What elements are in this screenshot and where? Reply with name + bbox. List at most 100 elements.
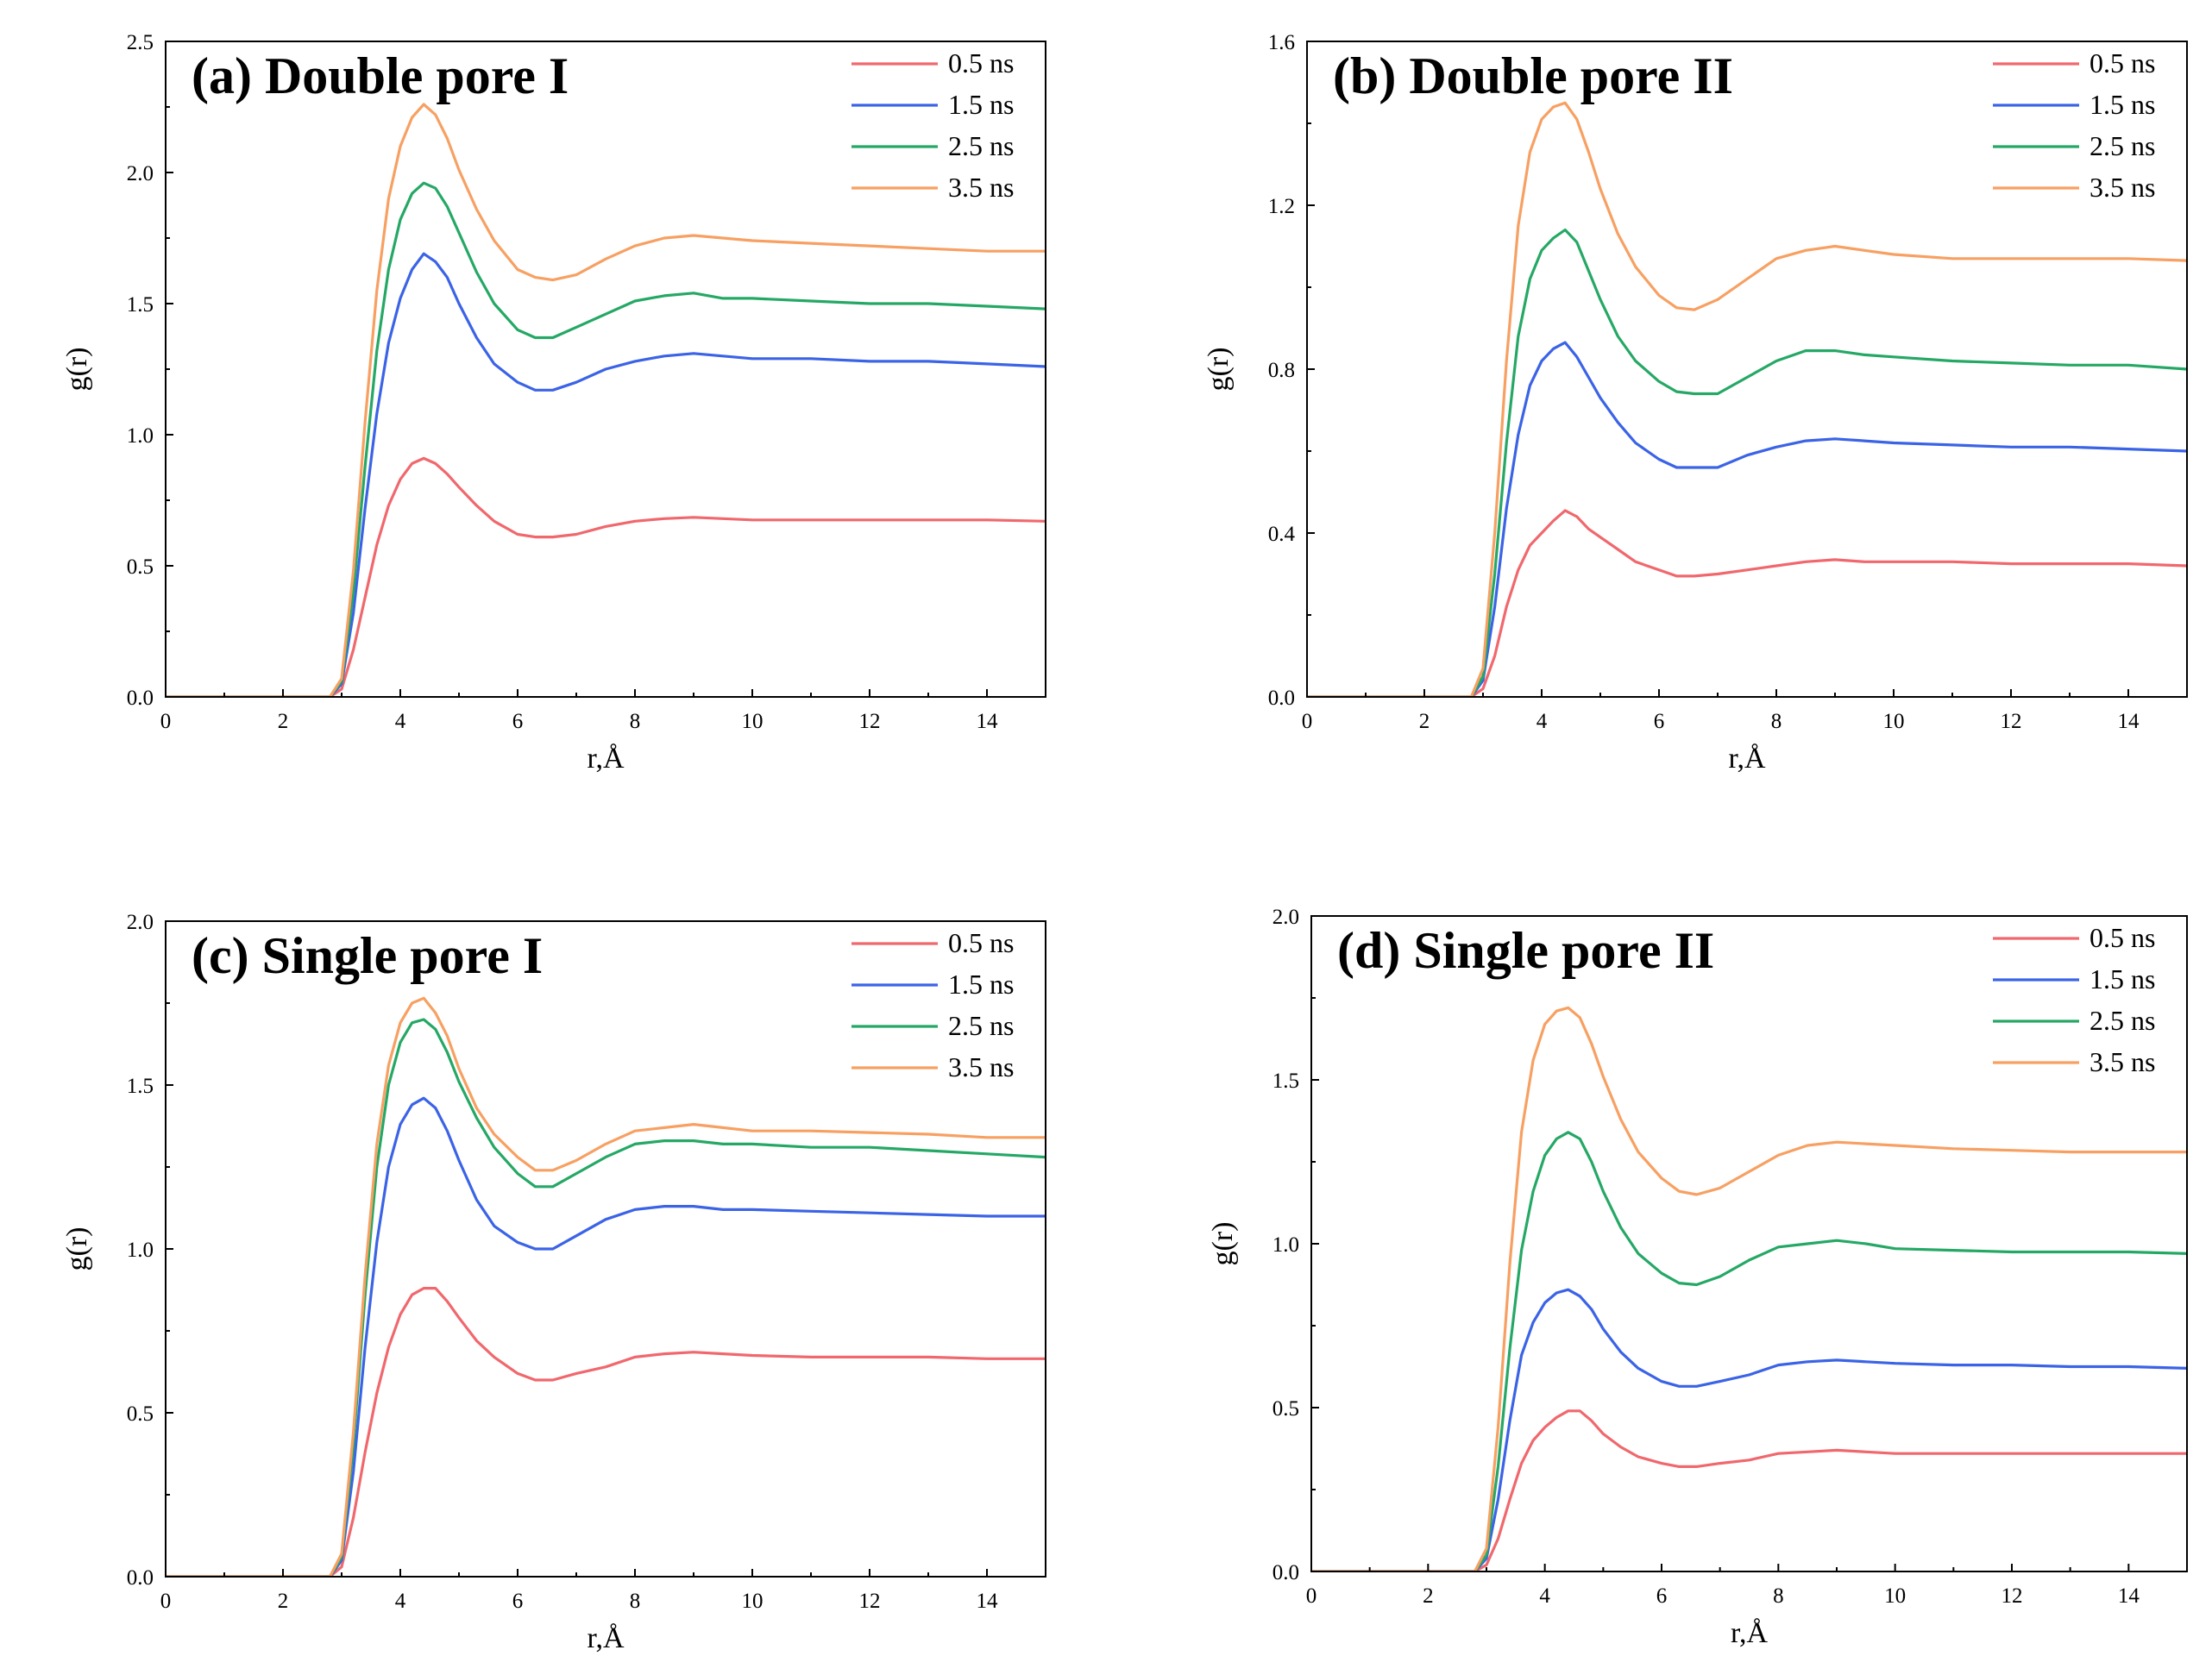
legend-label: 3.5 ns <box>2089 1046 2155 1077</box>
series-line-3-5-ns <box>1311 1006 2187 1571</box>
series-line-1-5-ns <box>166 1096 1046 1577</box>
x-tick-label: 12 <box>859 1590 881 1613</box>
y-tick-label: 2.0 <box>127 911 154 934</box>
chart-panel-b: 0 2 4 6 8 10 12 14 0.0 0.4 0.8 1.2 1.6 r,Å g(r) (b) Dou… <box>1203 31 2188 775</box>
chart-panel-a: 0 2 4 6 8 10 12 14 0.0 0.5 1.0 1.5 2.0 2.5 r,Å g(r) (a) … <box>61 31 1046 775</box>
series-line-2-5-ns <box>1307 228 2187 697</box>
panel-title: (b) Double pore II <box>1333 47 1733 104</box>
x-tick-label: 6 <box>1654 710 1665 733</box>
x-tick-label: 8 <box>630 710 641 733</box>
x-tick-label: 10 <box>742 1590 764 1613</box>
y-tick-label: 2.5 <box>127 31 154 54</box>
x-tick-label: 6 <box>1656 1584 1668 1608</box>
x-tick-label: 10 <box>742 710 764 733</box>
y-tick-label: 0.5 <box>127 1402 154 1426</box>
y-tick-label: 1.6 <box>1268 31 1295 54</box>
panel-title: (a) Double pore I <box>192 47 569 104</box>
x-tick-label: 4 <box>1539 1584 1550 1608</box>
x-tick-label: 10 <box>1883 710 1905 733</box>
legend-label: 2.5 ns <box>2089 1005 2155 1036</box>
y-tick-label: 2.0 <box>1273 906 1299 929</box>
plot-frame <box>165 920 1046 1578</box>
series-line-0-5-ns <box>166 1286 1046 1577</box>
x-tick-label: 12 <box>2001 1584 2023 1608</box>
legend-label: 2.5 ns <box>948 130 1014 161</box>
legend-label: 3.5 ns <box>948 1051 1014 1082</box>
x-tick-label: 4 <box>395 710 406 733</box>
y-axis-label: g(r) <box>1207 1222 1239 1266</box>
y-tick-label: 1.5 <box>127 1075 154 1098</box>
x-tick-label: 4 <box>395 1590 406 1613</box>
x-tick-label: 2 <box>1423 1584 1434 1608</box>
y-tick-label: 0.5 <box>1273 1397 1299 1421</box>
x-tick-label: 14 <box>2118 1584 2140 1608</box>
y-tick-label: 1.2 <box>1268 195 1295 218</box>
x-tick-label: 0 <box>160 710 172 733</box>
legend-label: 1.5 ns <box>948 89 1014 120</box>
chart-panel-d: 0 2 4 6 8 10 12 14 0.0 0.5 1.0 1.5 2.0 r,Å g(r) (d) Sin… <box>1207 906 2188 1649</box>
x-tick-label: 2 <box>278 710 289 733</box>
plot-frame <box>1310 915 2188 1572</box>
y-tick-label: 1.5 <box>127 293 154 317</box>
series-line-1-5-ns <box>1311 1288 2187 1571</box>
legend-label: 2.5 ns <box>948 1010 1014 1041</box>
y-axis-label: g(r) <box>1203 348 1235 392</box>
legend-label: 1.5 ns <box>2089 963 2155 994</box>
series-line-3-5-ns <box>1307 101 2187 697</box>
y-axis-label: g(r) <box>61 348 93 392</box>
x-tick-label: 12 <box>2001 710 2022 733</box>
series-line-1-5-ns <box>166 252 1046 697</box>
x-tick-label: 14 <box>977 1590 999 1613</box>
series-line-3-5-ns <box>166 996 1046 1577</box>
y-tick-label: 0.4 <box>1268 523 1296 546</box>
legend-label: 2.5 ns <box>2089 130 2155 161</box>
x-tick-label: 14 <box>2118 710 2140 733</box>
y-tick-label: 0.8 <box>1268 359 1295 382</box>
y-tick-label: 0.0 <box>1268 687 1295 710</box>
y-tick-label: 0.0 <box>1273 1561 1299 1584</box>
x-tick-label: 0 <box>160 1590 172 1613</box>
x-tick-label: 8 <box>1773 1584 1784 1608</box>
panel-title: (d) Single pore II <box>1337 922 1714 979</box>
plot-frame <box>1306 41 2188 698</box>
y-tick-label: 1.5 <box>1273 1070 1299 1093</box>
series-line-3-5-ns <box>166 103 1046 697</box>
x-tick-label: 0 <box>1306 1584 1317 1608</box>
x-tick-label: 4 <box>1536 710 1548 733</box>
x-tick-label: 0 <box>1302 710 1313 733</box>
y-axis-label: g(r) <box>61 1227 93 1271</box>
legend-label: 0.5 ns <box>948 47 1014 78</box>
y-tick-label: 0.5 <box>127 555 154 579</box>
series-line-2-5-ns <box>166 181 1046 697</box>
x-tick-label: 8 <box>630 1590 641 1613</box>
y-tick-label: 1.0 <box>1273 1233 1299 1257</box>
legend-label: 0.5 ns <box>948 927 1014 958</box>
x-axis-label: r,Å <box>587 1622 624 1654</box>
x-tick-label: 12 <box>859 710 881 733</box>
y-tick-label: 0.0 <box>127 1566 154 1590</box>
x-tick-label: 6 <box>512 710 524 733</box>
panel-title: (c) Single pore I <box>192 927 543 984</box>
series-line-1-5-ns <box>1307 341 2187 697</box>
y-tick-label: 1.0 <box>127 424 154 448</box>
legend-label: 3.5 ns <box>2089 172 2155 203</box>
series-line-2-5-ns <box>166 1018 1046 1577</box>
x-tick-label: 10 <box>1884 1584 1906 1608</box>
y-tick-label: 1.0 <box>127 1239 154 1262</box>
series-line-0-5-ns <box>166 456 1046 697</box>
series-line-2-5-ns <box>1311 1131 2187 1571</box>
y-tick-label: 2.0 <box>127 162 154 185</box>
series-line-0-5-ns <box>1311 1409 2187 1571</box>
x-axis-label: r,Å <box>1731 1617 1768 1649</box>
legend-label: 1.5 ns <box>948 969 1014 1000</box>
y-tick-label: 0.0 <box>127 687 154 710</box>
legend-label: 0.5 ns <box>2089 47 2155 78</box>
x-tick-label: 2 <box>1419 710 1430 733</box>
chart-panel-c: 0 2 4 6 8 10 12 14 0.0 0.5 1.0 1.5 2.0 r,Å g(r) (c) Sin… <box>61 911 1046 1654</box>
x-tick-label: 2 <box>278 1590 289 1613</box>
x-tick-label: 14 <box>977 710 999 733</box>
legend-label: 1.5 ns <box>2089 89 2155 120</box>
x-tick-label: 6 <box>512 1590 524 1613</box>
x-tick-label: 8 <box>1771 710 1782 733</box>
